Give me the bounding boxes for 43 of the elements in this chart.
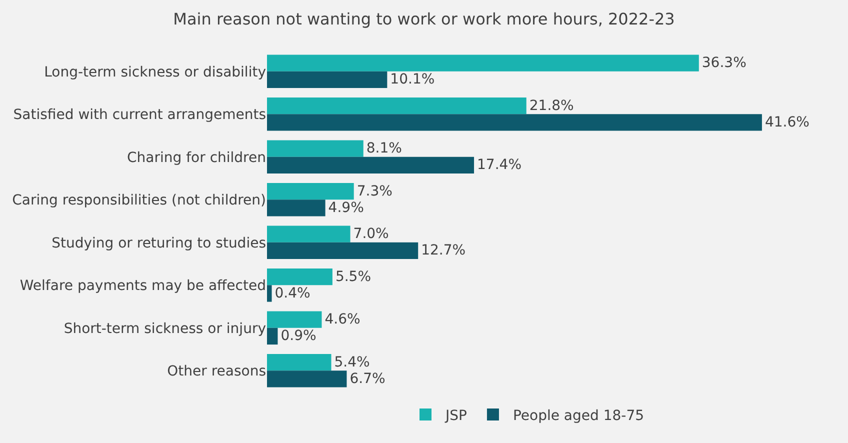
y-tick-label: Other reasons	[167, 364, 266, 380]
bar	[267, 97, 526, 114]
data-label: 8.1%	[366, 140, 402, 157]
y-tick-label: Welfare payments may be affected	[20, 278, 266, 294]
data-label: 4.9%	[328, 200, 364, 216]
chart-title: Main reason not wanting to work or work more hours, 2022-23	[173, 9, 675, 28]
data-label: 41.6%	[764, 114, 810, 130]
data-label: 36.3%	[702, 55, 746, 72]
data-label: 5.4%	[334, 354, 370, 370]
data-label: 4.6%	[324, 312, 360, 328]
y-tick-label: Charing for children	[127, 150, 266, 166]
data-label: 12.7%	[421, 242, 466, 259]
bar	[267, 328, 278, 345]
bar	[267, 71, 388, 88]
bar	[267, 268, 332, 286]
data-label: 21.8%	[529, 98, 574, 114]
y-tick-label: Caring responsibilities (not children)	[12, 192, 266, 209]
y-tick-label: Long-term sickness or disability	[44, 64, 266, 80]
bar	[267, 182, 354, 200]
bar	[267, 370, 347, 388]
bar	[267, 311, 322, 328]
data-label: 10.1%	[390, 72, 435, 88]
bar	[267, 140, 364, 157]
legend-label: People aged 18-75	[512, 408, 644, 424]
data-label: 5.5%	[335, 268, 372, 285]
data-label: 0.9%	[280, 328, 316, 344]
data-label: 17.4%	[477, 157, 522, 174]
bar	[267, 242, 418, 260]
y-tick-label: Short-term sickness or injury	[64, 320, 266, 337]
data-label: 7.3%	[356, 183, 392, 200]
y-tick-label: Studying or returing to studies	[52, 235, 266, 252]
bar	[267, 285, 272, 302]
data-label: 0.4%	[274, 285, 310, 302]
data-label: 6.7%	[350, 370, 386, 387]
legend-label: JSP	[444, 408, 467, 424]
data-label: 7.0%	[353, 226, 389, 242]
bar	[267, 226, 350, 242]
bar	[267, 200, 326, 216]
y-tick-label: Satisfied with current arrangements	[13, 107, 266, 124]
bar	[267, 354, 332, 371]
bar	[267, 54, 699, 72]
bar	[267, 156, 474, 174]
bar	[267, 114, 762, 131]
